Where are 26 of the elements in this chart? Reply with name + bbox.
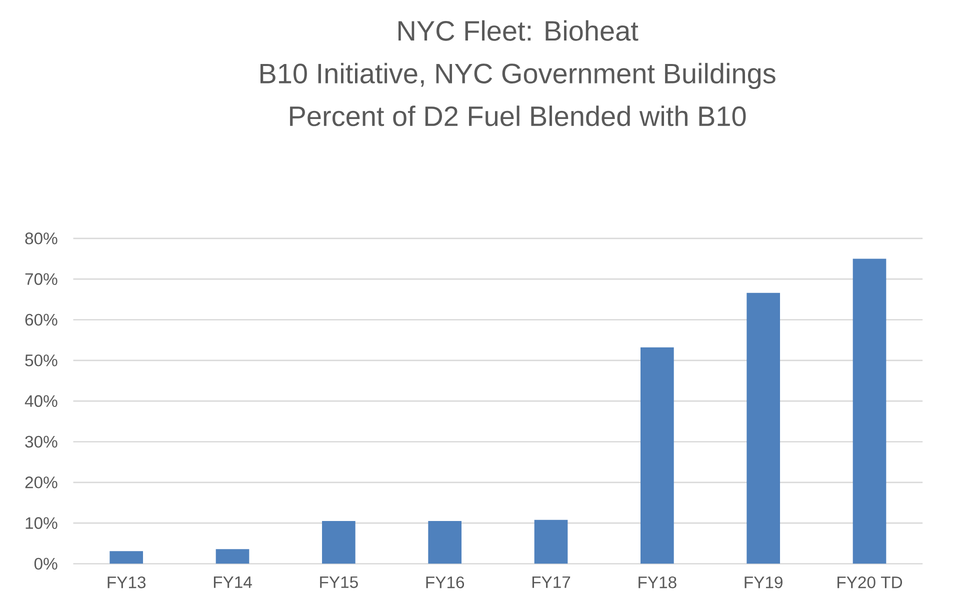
y-tick-label: 10% <box>26 517 58 530</box>
bar <box>110 551 144 564</box>
bar <box>322 521 356 564</box>
y-tick-label: 0% <box>34 558 58 570</box>
y-tick-label: 40% <box>24 395 58 408</box>
bar <box>640 348 674 564</box>
y-tick-label: 70% <box>25 273 58 286</box>
y-tick-label: 80% <box>25 232 58 244</box>
x-tick-label: FY18 <box>638 576 676 588</box>
x-tick-label: FY13 <box>108 576 146 588</box>
x-tick-label: FY19 <box>744 576 782 588</box>
bar <box>534 520 568 564</box>
y-tick-label: 30% <box>25 436 58 448</box>
x-tick-label: FY20 TD <box>838 576 902 588</box>
bar <box>852 258 886 564</box>
bar <box>428 521 462 564</box>
x-tick-label: FY16 <box>426 576 464 588</box>
y-tick-label: 50% <box>25 354 58 366</box>
bar <box>216 549 250 564</box>
x-tick-label: FY17 <box>532 576 570 588</box>
x-tick-label: FY14 <box>214 576 252 588</box>
y-tick-label: 20% <box>25 476 58 488</box>
y-tick-label: 60% <box>25 314 58 326</box>
chart-title: NYC Fleet: Bioheat B10 Initiative, NYC Government Buildings Percent of D2 Fuel Blended with B10 <box>260 20 776 126</box>
x-tick-label: FY15 <box>320 576 358 588</box>
bar <box>746 293 780 564</box>
